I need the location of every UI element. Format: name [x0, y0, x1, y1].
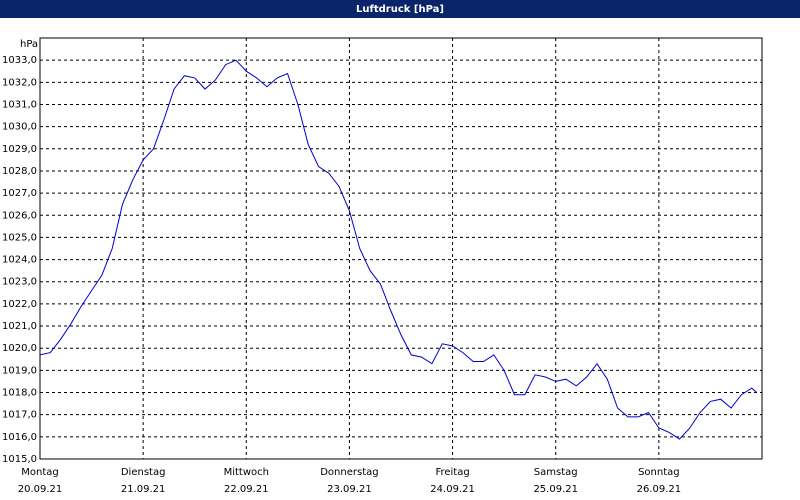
y-tick-label: 1022,0	[2, 299, 37, 310]
x-tick-label: Sonntag	[638, 467, 680, 478]
y-axis-label: hPa	[20, 39, 38, 50]
x-tick-label: Mittwoch	[224, 467, 269, 478]
x-tick-date: 20.09.21	[18, 484, 63, 495]
y-tick-label: 1018,0	[2, 388, 37, 399]
y-tick-label: 1024,0	[2, 255, 37, 266]
y-tick-label: 1015,0	[2, 454, 37, 465]
x-tick-date: 24.09.21	[430, 484, 475, 495]
plot-border	[39, 37, 763, 460]
plot-frame	[39, 37, 763, 460]
y-tick-label: 1016,0	[2, 432, 37, 443]
x-tick-label: Montag	[21, 467, 58, 478]
y-tick-label: 1020,0	[2, 343, 37, 354]
x-tick-label: Samstag	[534, 467, 578, 478]
line-series	[39, 59, 758, 440]
x-tick-date: 26.09.21	[637, 484, 682, 495]
y-tick-label: 1019,0	[2, 365, 37, 376]
y-tick-label: 1027,0	[2, 188, 37, 199]
x-tick-date: 23.09.21	[327, 484, 372, 495]
x-tick-date: 21.09.21	[121, 484, 166, 495]
y-tick-label: 1023,0	[2, 277, 37, 288]
x-tick-date: 25.09.21	[533, 484, 578, 495]
x-tick-label: Dienstag	[121, 467, 166, 478]
x-tick-label: Freitag	[435, 467, 469, 478]
y-tick-label: 1033,0	[2, 55, 37, 66]
chart-title: Luftdruck [hPa]	[356, 4, 444, 15]
y-tick-label: 1021,0	[2, 321, 37, 332]
y-tick-label: 1017,0	[2, 410, 37, 421]
title-bar	[0, 0, 800, 18]
y-tick-label: 1032,0	[2, 77, 37, 88]
y-tick-label: 1029,0	[2, 144, 37, 155]
y-tick-label: 1026,0	[2, 210, 37, 221]
y-tick-label: 1030,0	[2, 122, 37, 133]
x-tick-label: Donnerstag	[320, 467, 378, 478]
y-tick-label: 1031,0	[2, 99, 37, 110]
x-tick-date: 22.09.21	[224, 484, 269, 495]
y-tick-label: 1028,0	[2, 166, 37, 177]
y-tick-label: 1025,0	[2, 232, 37, 243]
